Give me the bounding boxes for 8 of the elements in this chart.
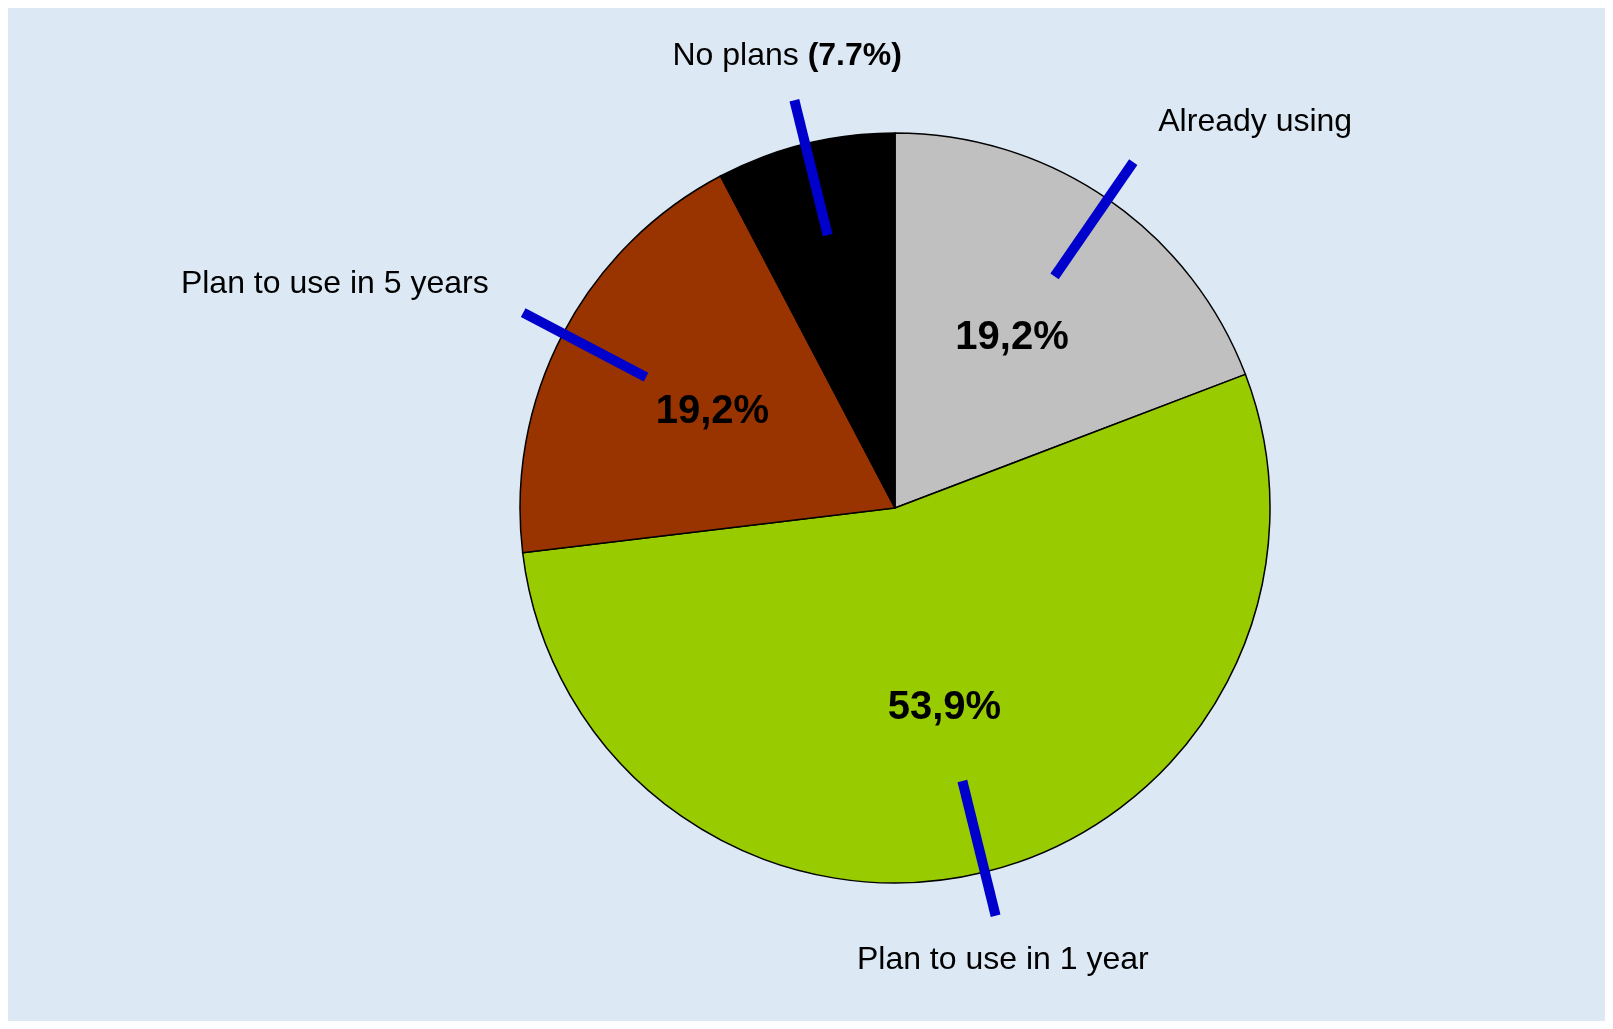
data-label: (7.7%) bbox=[798, 36, 902, 73]
data-label: 19,2% bbox=[955, 312, 1069, 357]
slice-label: Already using bbox=[1158, 102, 1353, 139]
slice-label: No plans bbox=[672, 36, 799, 73]
data-label: 19,2% bbox=[655, 386, 770, 431]
slice-label: Plan to use in 5 years bbox=[180, 263, 489, 300]
slice-label: Plan to use in 1 year bbox=[856, 939, 1150, 976]
data-label: 53,9% bbox=[887, 682, 1002, 727]
